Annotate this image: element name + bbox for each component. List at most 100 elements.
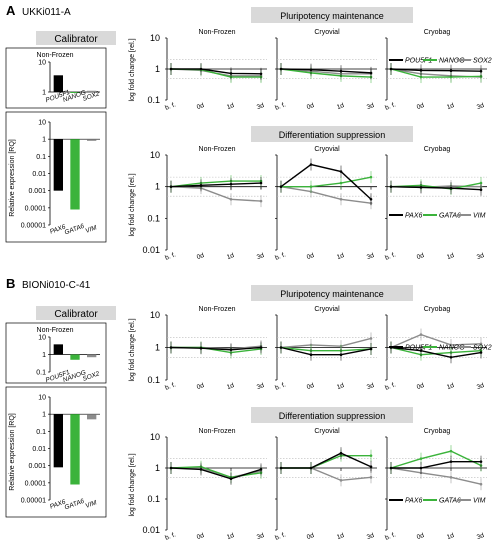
b-pluri-legend-label: SOX2 [473,345,492,352]
a-diff-point-pax6 [309,163,313,166]
b-diff-series-line-pax6 [281,452,372,469]
a-cal-pluri-ytick-label: 10 [38,60,46,67]
a-cal-pluri-bar-nanog [70,92,80,93]
b-cal-diff-ytick-label: 0.0001 [25,480,47,487]
b-diff-legend-label: VIM [473,498,486,505]
a-diff-series-line-gata6 [170,180,261,188]
a-pluri-xtick-label: 0d [196,102,206,111]
b-diff-panel-title: Cryovial [314,428,340,435]
b-diff-xtick-label: 1d [226,532,236,541]
a-pluri-series-line-pou5f1 [280,68,372,74]
b-diff-xtick-label: 3d [366,532,376,541]
b-pluri-ytick-label: 10 [150,310,160,320]
b-cal-pluri-bar-pou5f1 [53,344,63,355]
b-diff-panel-title: Cryobag [424,428,451,435]
a-pluri-point-pou5f1 [369,71,373,75]
b-diff-title: Differentiation suppression [279,411,385,421]
a-pluri-series-line-pou5f1 [171,68,262,75]
b-pluri-series-line-pou5f1 [390,346,482,358]
b-diff-point-pax6 [199,468,203,471]
b-cal-diff-category-label: GATA6 [64,498,86,512]
b-pluri-xtick-label: b. f. [384,381,397,391]
a-diff-header [251,126,413,142]
a-pluri-series-line-nanog [390,68,482,78]
b-pluri-panel-title: Cryovial [314,306,340,313]
a-pluri-xtick-label: 1d [446,102,456,111]
b-cal-pluri-bar-sox2 [87,354,97,358]
b-diff-point-vim [369,476,373,479]
a-diff-xtick-label: 3d [366,252,376,261]
b-pluri-point-pou5f1 [419,349,423,352]
calibrator-a-label: Calibrator [54,34,98,45]
a-diff-series-line-gata6 [281,176,372,188]
b-pluri-xtick-label: b. f. [274,381,287,391]
a-diff-panel-title: Non-Frozen [199,146,236,153]
a-diff-xtick-label: 0d [306,252,316,261]
b-cal-diff-ytick-label: 0.00001 [21,498,46,505]
b-pluri-point-pou5f1 [259,346,263,349]
b-diff-xtick-label: 1d [446,532,456,541]
a-pluri-point-pou5f1 [199,67,203,71]
a-pluri-point-nanog [449,75,453,79]
b-pluri-point-pou5f1 [199,346,203,350]
b-diff-header [251,407,413,423]
b-pluri-header [251,285,413,301]
a-pluri-point-pou5f1 [449,69,453,73]
a-pluri-xtick-label: b. f. [274,101,287,111]
a-cal-diff-ytick-label: 0.0001 [25,205,47,212]
a-pluri-xtick-label: 3d [366,102,376,111]
a-diff-xtick-label: 1d [336,252,346,261]
a-diff-xtick-label: 1d [226,252,236,261]
a-pluri-series-line-nanog [280,68,372,78]
b-cal-diff-category-label: VIM [85,499,99,510]
b-diff-series-line-gata6 [281,454,371,469]
a-pluri-point-pou5f1 [259,72,263,76]
a-diff-point-vim [259,199,263,203]
b-diff-point-vim [479,482,483,486]
a-cal-diff-ytick-label: 10 [38,120,46,127]
b-pluri-point-pou5f1 [229,348,233,352]
a-pluri-ytick-label: 10 [150,33,160,43]
a-pluri-panel-title: Cryobag [424,29,451,36]
a-diff-ytick-label: 10 [150,150,160,160]
a-pluri-point-pou5f1 [389,67,393,71]
section-b-cell-line: BIONi010-C-41 [22,280,91,291]
a-diff-series-line-pax6 [170,182,262,188]
calibrator-b-pluri-frame [5,322,107,384]
a-diff-xtick-label: 1d [446,252,456,261]
a-cal-diff-ytick-label: 1 [42,137,46,144]
b-pluri-xtick-label: 1d [446,382,456,391]
b-pluri-point-pou5f1 [169,346,173,349]
b-pluri-ytick-label: 1 [155,343,160,353]
b-diff-point-pax6 [229,477,233,481]
a-diff-legend-label: GATA6 [439,213,461,220]
a-pluri-ytick-label: 1 [155,64,160,74]
calibrator-b-ylabel: Relative expression [RQ] [9,413,16,490]
b-pluri-point-pou5f1 [309,353,313,357]
b-diff-series-line-vim [390,467,482,485]
a-diff-point-pax6 [479,188,483,192]
a-cal-diff-category-label: GATA6 [64,223,86,237]
b-diff-xtick-label: b. f. [164,531,177,541]
b-diff-ytick-label: 10 [150,432,160,442]
b-pluri-point-pou5f1 [279,346,283,349]
b-diff-series-line-gata6 [170,466,262,479]
b-diff-point-pax6 [419,466,423,470]
b-diff-xtick-label: 1d [336,532,346,541]
a-diff-series-line-vim [280,185,372,204]
b-diff-point-pax6 [259,468,263,471]
a-pluri-point-pou5f1 [419,69,423,72]
a-diff-point-pax6 [419,186,423,189]
b-diff-point-gata6 [369,454,373,457]
b-diff-xtick-label: b. f. [274,531,287,541]
b-pluri-xtick-label: 0d [306,382,316,391]
a-pluri-series-line-sox2 [170,68,261,77]
a-cal-pluri-bar-pou5f1 [53,75,63,92]
a-cal-diff-ytick-label: 0.001 [28,188,46,195]
b-pluri-point-pou5f1 [339,353,343,357]
b-pluri-xtick-label: b. f. [164,381,177,391]
a-cal-pluri-ytick-label: 1 [42,90,46,97]
a-pluri-xtick-label: 3d [256,102,266,111]
a-diff-legend-label: VIM [473,213,486,220]
calibrator-b-header [36,306,116,320]
